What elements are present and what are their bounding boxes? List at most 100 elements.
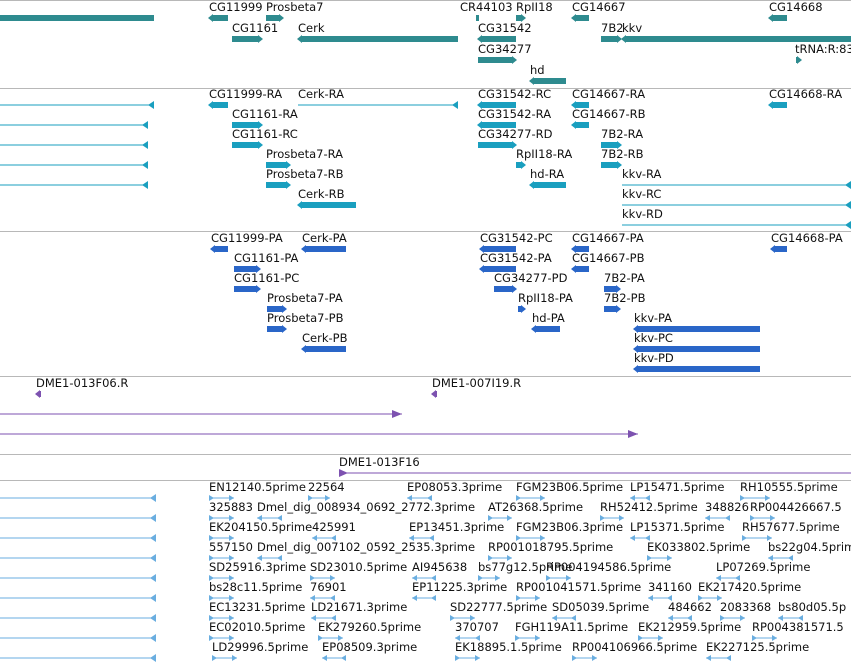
feature-glyph[interactable] (601, 141, 622, 149)
feature-glyph[interactable] (209, 615, 234, 621)
feature-label[interactable]: EC13231.5prime (209, 600, 306, 614)
feature-label[interactable]: 7B2-PA (604, 271, 645, 285)
feature-glyph[interactable] (308, 495, 330, 501)
feature-glyph[interactable] (516, 535, 545, 541)
feature-glyph[interactable] (546, 575, 571, 581)
feature-label[interactable]: bs80d05.5p (778, 600, 847, 614)
feature-label[interactable]: bs77g12.5prime (478, 560, 573, 574)
feature-glyph[interactable] (310, 575, 335, 581)
feature-label[interactable]: CG14667 (572, 0, 626, 14)
feature-glyph[interactable] (572, 655, 597, 661)
feature-label[interactable]: CG31542-RC (478, 87, 552, 101)
feature-glyph[interactable] (518, 305, 526, 313)
feature-label[interactable]: 341160 (648, 580, 692, 594)
feature-label[interactable]: EC02010.5prime (209, 620, 306, 634)
feature-glyph[interactable] (301, 345, 346, 353)
feature-label[interactable]: Cerk-PB (302, 331, 348, 345)
feature-glyph[interactable] (407, 495, 432, 501)
feature-label[interactable]: EK217420.5prime (698, 580, 802, 594)
feature-label[interactable]: CG14667-PA (572, 231, 644, 245)
feature-label[interactable]: 557150 (209, 540, 253, 554)
feature-glyph[interactable] (604, 285, 621, 293)
feature-label[interactable]: kkv-PD (634, 351, 674, 365)
feature-glyph[interactable] (630, 495, 650, 501)
feature-label[interactable]: RP004426667.5 (750, 500, 842, 514)
feature-glyph[interactable] (412, 595, 436, 601)
feature-label[interactable]: CG11999-PA (211, 231, 283, 245)
feature-glyph[interactable] (633, 345, 760, 353)
feature-label[interactable]: EK204150.5prime (209, 520, 313, 534)
feature-glyph[interactable] (0, 410, 402, 418)
feature-glyph[interactable] (209, 575, 234, 581)
feature-label[interactable]: kkv-RC (622, 187, 662, 201)
feature-label[interactable]: AI945638 (412, 560, 468, 574)
feature-label[interactable]: RP004194586.5prime (546, 560, 672, 574)
feature-glyph[interactable] (479, 245, 516, 253)
feature-label[interactable]: SD05039.5prime (552, 600, 650, 614)
feature-glyph[interactable] (257, 515, 282, 521)
feature-label[interactable]: CG14667-PB (572, 251, 645, 265)
feature-glyph[interactable] (633, 325, 760, 333)
feature-glyph[interactable] (209, 635, 234, 641)
feature-glyph[interactable] (622, 181, 851, 189)
feature-glyph[interactable] (312, 535, 336, 541)
feature-glyph[interactable] (648, 595, 672, 601)
feature-glyph[interactable] (0, 554, 156, 562)
feature-glyph[interactable] (571, 101, 589, 109)
feature-glyph[interactable] (750, 515, 775, 521)
feature-glyph[interactable] (477, 101, 516, 109)
feature-glyph[interactable] (768, 555, 793, 561)
feature-label[interactable]: DME1-007I19.R (432, 376, 522, 390)
feature-glyph[interactable] (529, 181, 566, 189)
feature-glyph[interactable] (516, 14, 526, 22)
feature-glyph[interactable] (752, 635, 777, 641)
feature-label[interactable]: Cerk (298, 21, 325, 35)
feature-label[interactable]: RP001018795.5prime (488, 540, 614, 554)
feature-glyph[interactable] (720, 615, 745, 621)
feature-glyph[interactable] (488, 515, 512, 521)
feature-glyph[interactable] (0, 574, 156, 582)
feature-glyph[interactable] (234, 265, 261, 273)
feature-label[interactable]: CG14668 (769, 0, 823, 14)
feature-glyph[interactable] (621, 35, 851, 43)
feature-glyph[interactable] (311, 615, 336, 621)
feature-glyph[interactable] (515, 635, 540, 641)
feature-label[interactable]: hd (530, 63, 545, 77)
feature-label[interactable]: kkv-PC (634, 331, 673, 345)
feature-label[interactable]: DME1-013F06.R (36, 376, 129, 390)
feature-glyph[interactable] (266, 14, 284, 22)
feature-glyph[interactable] (796, 56, 802, 64)
feature-glyph[interactable] (409, 535, 434, 541)
feature-glyph[interactable] (571, 245, 589, 253)
feature-label[interactable]: Prosbeta7-PA (267, 291, 343, 305)
feature-glyph[interactable] (600, 515, 624, 521)
feature-glyph[interactable] (477, 121, 516, 129)
feature-label[interactable]: RpII18-PA (518, 291, 573, 305)
feature-label[interactable]: EK033802.5prime (647, 540, 751, 554)
feature-label[interactable]: CG1161-PA (234, 251, 299, 265)
feature-label[interactable]: CG11999-RA (209, 87, 283, 101)
feature-label[interactable]: 425991 (312, 520, 356, 534)
feature-glyph[interactable] (531, 325, 560, 333)
feature-glyph[interactable] (0, 101, 154, 109)
feature-label[interactable]: CG1161-RC (232, 127, 298, 141)
feature-glyph[interactable] (234, 285, 261, 293)
feature-glyph[interactable] (516, 495, 545, 501)
feature-glyph[interactable] (0, 514, 156, 522)
feature-glyph[interactable] (455, 655, 480, 661)
feature-label[interactable]: Dmel_dig_007102_0592_2535.3prime (257, 540, 476, 554)
feature-glyph[interactable] (477, 35, 516, 43)
feature-glyph[interactable] (698, 595, 722, 601)
feature-label[interactable]: 7B2-PB (604, 291, 646, 305)
feature-label[interactable]: 22564 (308, 480, 345, 494)
feature-label[interactable]: AT26368.5prime (488, 500, 584, 514)
feature-label[interactable]: CG1161-PC (234, 271, 300, 285)
feature-label[interactable]: CG31542-RA (478, 107, 552, 121)
feature-glyph[interactable] (476, 15, 479, 21)
feature-label[interactable]: LD21671.3prime (311, 600, 408, 614)
feature-label[interactable]: 7B2-RA (601, 127, 644, 141)
feature-label[interactable]: 325883 (209, 500, 253, 514)
feature-glyph[interactable] (0, 161, 148, 169)
